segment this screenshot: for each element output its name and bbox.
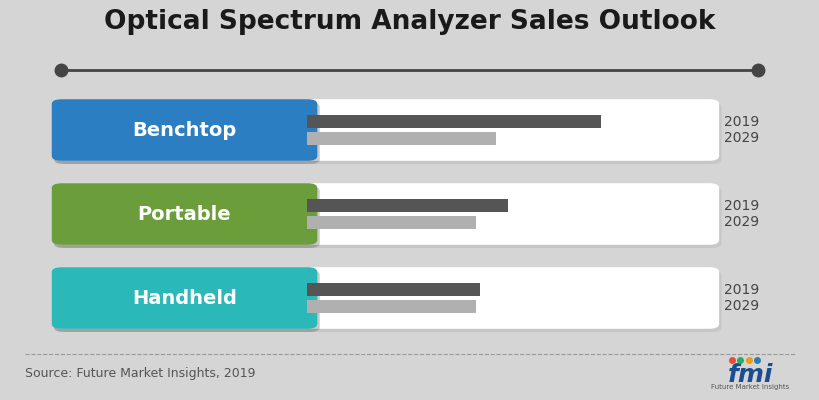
Text: 2019: 2019	[723, 114, 758, 128]
FancyBboxPatch shape	[54, 270, 721, 332]
Bar	[307, 300, 476, 313]
FancyBboxPatch shape	[54, 102, 319, 164]
FancyBboxPatch shape	[54, 186, 721, 248]
Text: 2019: 2019	[723, 282, 758, 297]
Bar	[307, 115, 600, 128]
Text: fmi: fmi	[726, 363, 772, 387]
Text: Source: Future Market Insights, 2019: Source: Future Market Insights, 2019	[25, 368, 255, 380]
FancyBboxPatch shape	[52, 183, 718, 245]
FancyBboxPatch shape	[52, 267, 718, 329]
FancyBboxPatch shape	[54, 186, 319, 248]
Bar	[307, 132, 495, 145]
Text: Portable: Portable	[138, 204, 231, 224]
FancyBboxPatch shape	[52, 267, 317, 329]
Bar	[307, 283, 480, 296]
Text: 2019: 2019	[723, 198, 758, 213]
FancyBboxPatch shape	[54, 270, 319, 332]
Text: Handheld: Handheld	[132, 288, 237, 308]
FancyBboxPatch shape	[54, 102, 721, 164]
Bar	[307, 199, 508, 212]
Text: Optical Spectrum Analyzer Sales Outlook: Optical Spectrum Analyzer Sales Outlook	[104, 9, 715, 35]
FancyBboxPatch shape	[52, 99, 317, 161]
Text: 2029: 2029	[723, 299, 758, 314]
Bar	[307, 216, 476, 229]
FancyBboxPatch shape	[52, 99, 718, 161]
Text: Future Market Insights: Future Market Insights	[710, 384, 789, 390]
Text: 2029: 2029	[723, 215, 758, 229]
Text: 2029: 2029	[723, 131, 758, 145]
Text: Benchtop: Benchtop	[132, 120, 237, 140]
FancyBboxPatch shape	[52, 183, 317, 245]
